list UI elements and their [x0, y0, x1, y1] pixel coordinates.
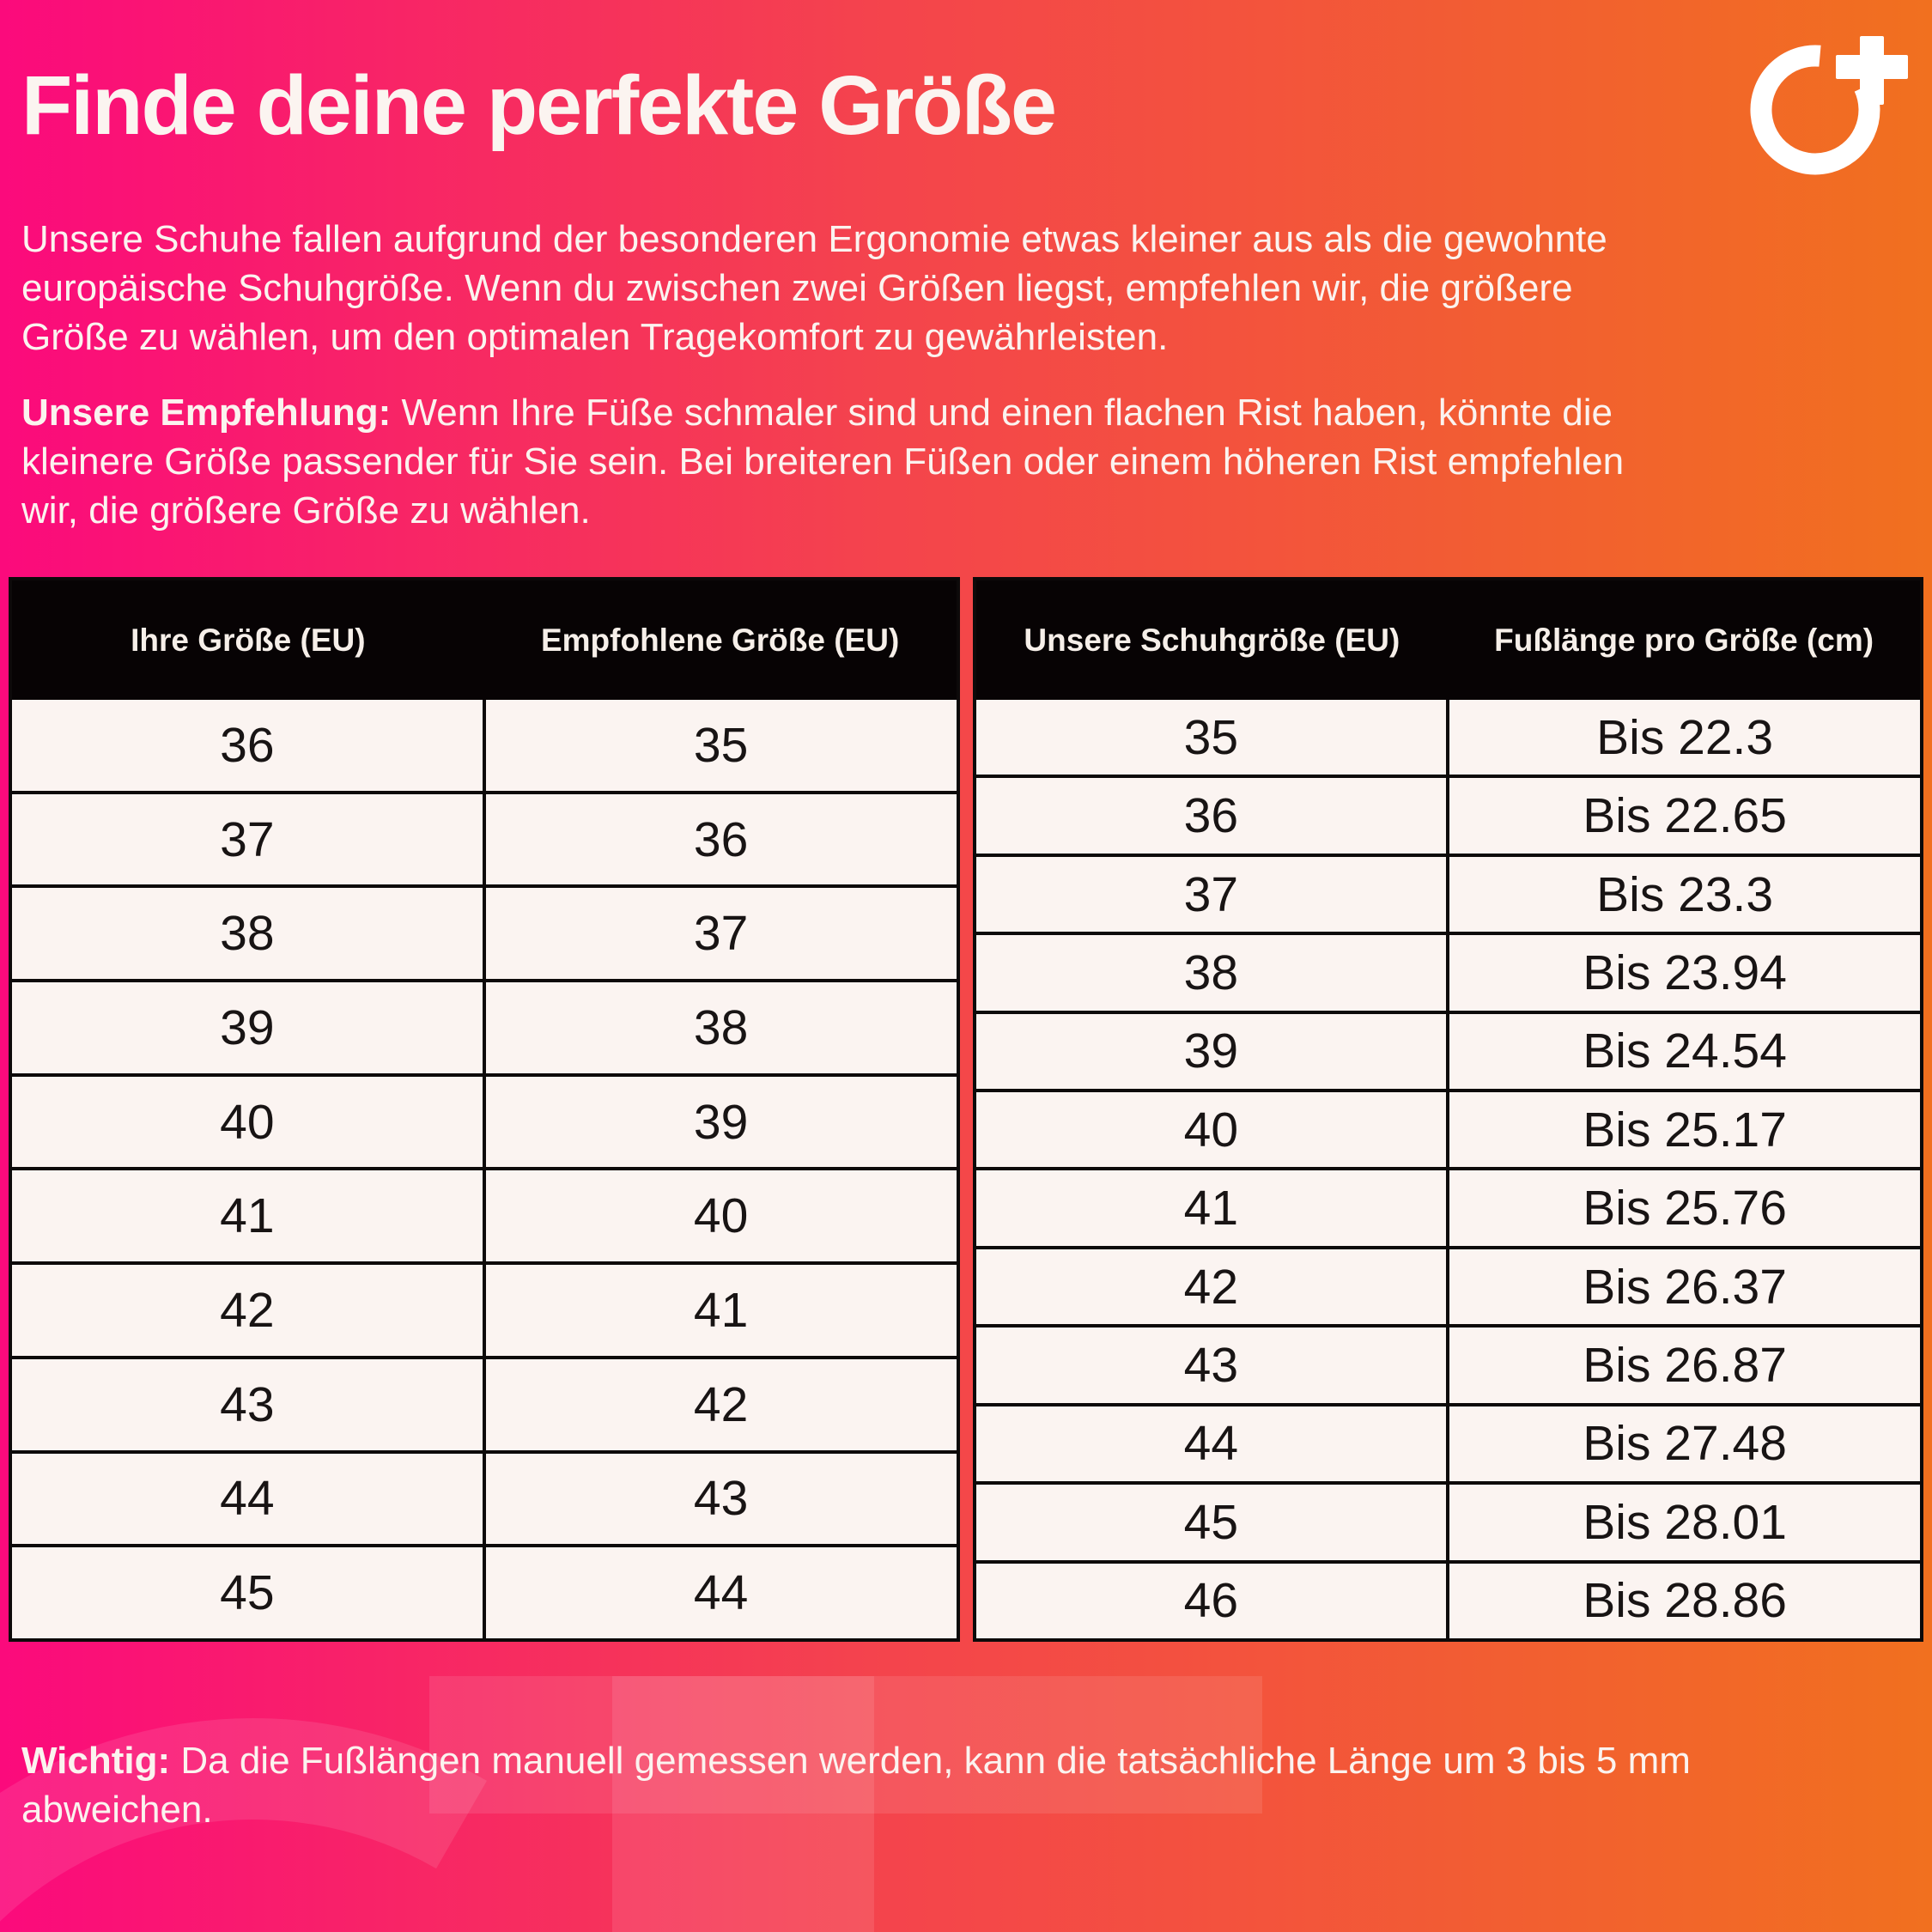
size-conversion-table-header: Ihre Größe (EU) Empfohlene Größe (EU): [12, 580, 957, 700]
recommended-size-cell: 36: [485, 793, 957, 885]
foot-length-cell: Bis 22.65: [1449, 778, 1920, 854]
foot-length-cell: Bis 23.94: [1449, 935, 1920, 1011]
your-size-cell: 44: [12, 1453, 483, 1545]
your-size-cell: 36: [12, 700, 483, 791]
recommended-size-cell: 35: [485, 700, 957, 791]
foot-length-cell: Bis 27.48: [1449, 1406, 1920, 1482]
recommended-size-cell: 40: [485, 1170, 957, 1262]
foot-length-cell: Bis 22.3: [1449, 700, 1920, 775]
intro-paragraph: Unsere Schuhe fallen aufgrund der besond…: [21, 215, 1876, 361]
recommendation-line-1-text: Wenn Ihre Füße schmaler sind und einen f…: [391, 392, 1613, 434]
shoe-size-cell: 41: [975, 1170, 1447, 1246]
shoe-size-cell: 40: [975, 1092, 1447, 1168]
shoe-size-cell: 39: [975, 1013, 1447, 1090]
size-conversion-table-body: 36 35 37 36 38 37 39 38 40 39 41 40: [12, 700, 957, 1638]
column-header-your-size: Ihre Größe (EU): [131, 622, 366, 658]
foot-length-cell: Bis 24.54: [1449, 1013, 1920, 1090]
shoe-size-cell: 45: [975, 1485, 1447, 1560]
foot-length-table: Unsere Schuhgröße (EU) Fußlänge pro Größ…: [972, 577, 1923, 1642]
your-size-cell: 45: [12, 1547, 483, 1638]
important-note-text: Da die Fußlängen manuell gemessen werden…: [170, 1740, 1691, 1782]
tables-section: Ihre Größe (EU) Empfohlene Größe (EU) 36…: [9, 577, 1923, 1642]
foot-length-cell: Bis 23.3: [1449, 856, 1920, 933]
recommendation-paragraph: Unsere Empfehlung: Wenn Ihre Füße schmal…: [21, 388, 1876, 535]
column-header-foot-length: Fußlänge pro Größe (cm): [1494, 622, 1874, 658]
your-size-cell: 43: [12, 1358, 483, 1450]
recommendation-line-2: kleinere Größe passender für Sie sein. B…: [21, 440, 1625, 483]
recommended-size-cell: 44: [485, 1547, 957, 1638]
shoe-size-cell: 42: [975, 1249, 1447, 1325]
your-size-cell: 37: [12, 793, 483, 885]
shoe-size-cell: 46: [975, 1563, 1447, 1638]
recommendation-label: Unsere Empfehlung:: [21, 392, 392, 434]
foot-length-table-header: Unsere Schuhgröße (EU) Fußlänge pro Größ…: [975, 580, 1920, 700]
your-size-cell: 39: [12, 982, 483, 1073]
page-title: Finde deine perfekte Größe: [21, 58, 1057, 152]
your-size-cell: 41: [12, 1170, 483, 1262]
column-header-recommended-size: Empfohlene Größe (EU): [540, 622, 900, 658]
important-note-line-2: abweichen.: [21, 1789, 213, 1831]
foot-length-cell: Bis 26.37: [1449, 1249, 1920, 1325]
foot-length-cell: Bis 26.87: [1449, 1327, 1920, 1403]
recommended-size-cell: 42: [485, 1358, 957, 1450]
foot-length-table-body: 35 Bis 22.3 36 Bis 22.65 37 Bis 23.3 38 …: [975, 700, 1920, 1638]
intro-line-1: Unsere Schuhe fallen aufgrund der besond…: [21, 218, 1607, 260]
size-conversion-table: Ihre Größe (EU) Empfohlene Größe (EU) 36…: [9, 577, 960, 1642]
your-size-cell: 40: [12, 1076, 483, 1168]
foot-length-cell: Bis 28.86: [1449, 1563, 1920, 1638]
foot-length-cell: Bis 25.76: [1449, 1170, 1920, 1246]
shoe-size-cell: 35: [975, 700, 1447, 775]
o-plus-logo-icon: [1750, 36, 1908, 175]
shoe-size-cell: 37: [975, 856, 1447, 933]
shoe-size-cell: 36: [975, 778, 1447, 854]
intro-line-2: europäische Schuhgröße. Wenn du zwischen…: [21, 267, 1573, 309]
recommended-size-cell: 41: [485, 1265, 957, 1356]
shoe-size-cell: 43: [975, 1327, 1447, 1403]
intro-line-3: Größe zu wählen, um den optimalen Tragek…: [21, 316, 1169, 358]
foot-length-cell: Bis 28.01: [1449, 1485, 1920, 1560]
column-header-our-shoe-size: Unsere Schuhgröße (EU): [1024, 622, 1400, 658]
recommendation-line-3: wir, die größere Größe zu wählen.: [21, 489, 591, 532]
recommended-size-cell: 37: [485, 888, 957, 980]
your-size-cell: 38: [12, 888, 483, 980]
recommended-size-cell: 43: [485, 1453, 957, 1545]
your-size-cell: 42: [12, 1265, 483, 1356]
foot-length-cell: Bis 25.17: [1449, 1092, 1920, 1168]
important-note: Wichtig: Da die Fußlängen manuell gemess…: [21, 1736, 1876, 1834]
shoe-size-cell: 44: [975, 1406, 1447, 1482]
recommended-size-cell: 39: [485, 1076, 957, 1168]
shoe-size-cell: 38: [975, 935, 1447, 1011]
recommendation-line-1: Unsere Empfehlung: Wenn Ihre Füße schmal…: [21, 388, 1876, 437]
important-note-label: Wichtig:: [21, 1740, 171, 1782]
recommended-size-cell: 38: [485, 982, 957, 1073]
